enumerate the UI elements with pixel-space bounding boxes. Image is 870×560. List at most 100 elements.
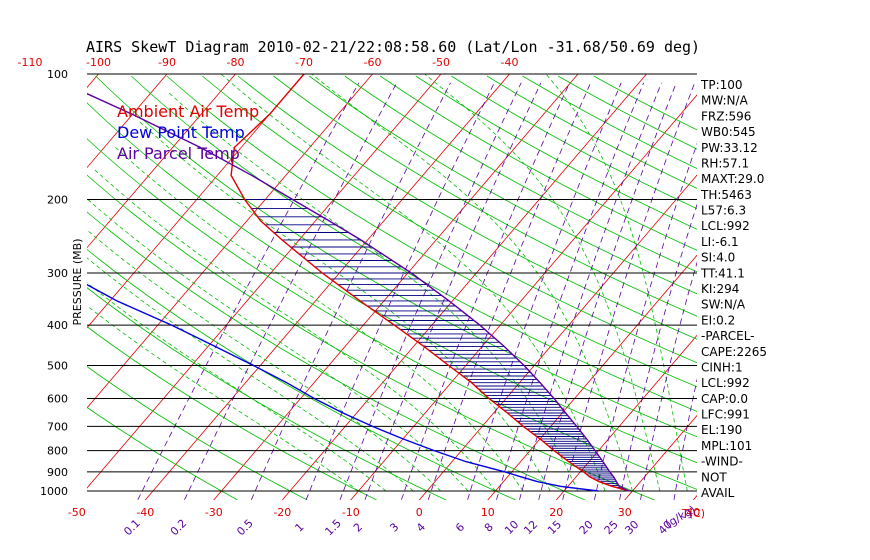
isotherm-line [87, 74, 305, 329]
mixing-ratio-label: 1 [292, 520, 306, 534]
isotherm-line [828, 74, 870, 503]
moist-adiabat-line [87, 198, 469, 492]
bottom-temp-tick-label: -20 [273, 506, 291, 519]
legend-entry: Ambient Air Temp [117, 102, 259, 121]
mixing-ratio-label: 10 [502, 518, 521, 537]
dry-adiabat-line [87, 174, 655, 500]
mixing-ratio-label: 12 [521, 518, 540, 537]
stability-index-item: LCL:992 [701, 376, 750, 390]
isotherm-line [213, 74, 579, 500]
temp-unit-label: T(C) [681, 507, 705, 520]
stability-index-item: CAPE:2265 [701, 345, 767, 359]
moist-adiabat-line [87, 305, 359, 492]
mixing-ratio-label: 4 [414, 520, 428, 534]
bottom-temp-tick-label: 10 [481, 506, 495, 519]
mixing-ratio-line [619, 203, 697, 500]
dry-adiabat-line [87, 406, 238, 500]
cape-hatching [244, 199, 626, 490]
pressure-tick-label: 600 [47, 393, 68, 406]
mixing-ratio-line [250, 82, 451, 500]
dry-adiabat-line [87, 326, 377, 500]
mixing-ratio-line [427, 82, 591, 500]
dew-point-line [87, 283, 599, 492]
top-temp-tick-label: -110 [18, 56, 43, 69]
stability-index-item: SW:N/A [701, 298, 746, 312]
dry-adiabat-line [415, 75, 697, 230]
bottom-temp-tick-label: 0 [416, 506, 423, 519]
moist-adiabat-line [545, 74, 688, 492]
stability-index-item: MW:N/A [701, 94, 749, 108]
mixing-ratio-line [640, 261, 697, 500]
isotherm-line [87, 74, 442, 489]
pressure-tick-label: 500 [47, 360, 68, 373]
dry-adiabat-line [202, 75, 697, 364]
dry-adiabat-line [87, 249, 516, 500]
isotherm-line [350, 94, 697, 500]
isotherm-line [281, 74, 647, 500]
moist-adiabat-line [87, 257, 414, 492]
bottom-temp-tick-label: 40 [686, 506, 700, 519]
moist-adiabat-line [87, 282, 387, 492]
stability-index-item: FRZ:596 [701, 109, 751, 123]
legend: Ambient Air Temp Dew Point Temp Air Parcel… [117, 102, 259, 163]
dry-adiabat-line [486, 75, 697, 189]
isotherm-line [555, 334, 697, 500]
moist-adiabat-line [115, 147, 524, 492]
top-temp-tick-label: -90 [158, 56, 176, 69]
mixing-ratio-line [184, 82, 398, 500]
mixing-ratio-line [364, 82, 542, 500]
top-temp-tick-label: -100 [86, 56, 111, 69]
stability-index-item: SI:4.0 [701, 251, 735, 265]
dry-adiabat-line [87, 287, 447, 500]
stability-index-item: CAP:0.0 [701, 392, 748, 406]
moist-adiabat-line [424, 74, 661, 492]
stability-index-item: TH:5463 [700, 188, 752, 202]
mixing-ratio-label: 3 [387, 520, 401, 534]
legend-entry: Air Parcel Temp [117, 144, 240, 163]
bottom-temp-tick-label: -10 [342, 506, 360, 519]
stability-index-item: LCL:992 [701, 219, 750, 233]
chart-title: AIRS SkewT Diagram 2010-02-21/22:08:58.6… [86, 38, 700, 56]
mixing-ratio-label: 0.1 [121, 517, 143, 539]
pressure-tick-label: 800 [47, 445, 68, 458]
dry-adiabat-line [273, 75, 697, 317]
top-temp-tick-label: -50 [432, 56, 450, 69]
mixing-ratio-label: 25 [602, 518, 621, 537]
stability-index-item: PW:33.12 [701, 141, 758, 155]
stability-index-item: NOT [701, 470, 727, 484]
dry-adiabat-line [379, 75, 697, 251]
mixing-ratio-line [401, 82, 570, 500]
pressure-tick-label: 700 [47, 420, 68, 433]
stability-index-item: EL:190 [701, 423, 742, 437]
axes: 1002003004005006007008009001000PRESSURE … [18, 56, 705, 539]
mixing-ratio-label: 0.5 [234, 517, 256, 539]
stability-index-item: CINH:1 [701, 361, 743, 375]
mixing-ratio-line [496, 82, 645, 500]
mixing-ratio-line [562, 82, 696, 500]
bottom-temp-tick-label: 20 [549, 506, 563, 519]
mixing-ratio-line [137, 82, 360, 500]
mixing-ratio-label: 6 [453, 520, 467, 534]
pressure-tick-label: 100 [47, 68, 68, 81]
dry-adiabat-line [451, 75, 697, 210]
isotherm-line [144, 74, 510, 500]
ambient-temp-line [230, 74, 630, 492]
stability-index-item: MPL:101 [701, 439, 752, 453]
moist-adiabat-line [139, 121, 551, 492]
moist-adiabat-line [87, 229, 441, 492]
y-axis-label: PRESSURE (MB) [71, 239, 84, 326]
pressure-tick-label: 200 [47, 194, 68, 207]
bottom-temp-tick-label: -30 [205, 506, 223, 519]
mixing-ratio-label: 30 [622, 518, 641, 537]
bottom-temp-tick-label: -50 [68, 506, 86, 519]
dry-adiabat-line [87, 211, 586, 500]
pressure-tick-label: 400 [47, 319, 68, 332]
bottom-temp-tick-label: 30 [618, 506, 632, 519]
mixing-ratio-label: 15 [545, 518, 564, 537]
dry-adiabat-line [166, 75, 697, 388]
top-temp-tick-label: -70 [295, 56, 313, 69]
isotherm-line [759, 74, 870, 503]
stability-index-item: LI:-6.1 [701, 235, 739, 249]
